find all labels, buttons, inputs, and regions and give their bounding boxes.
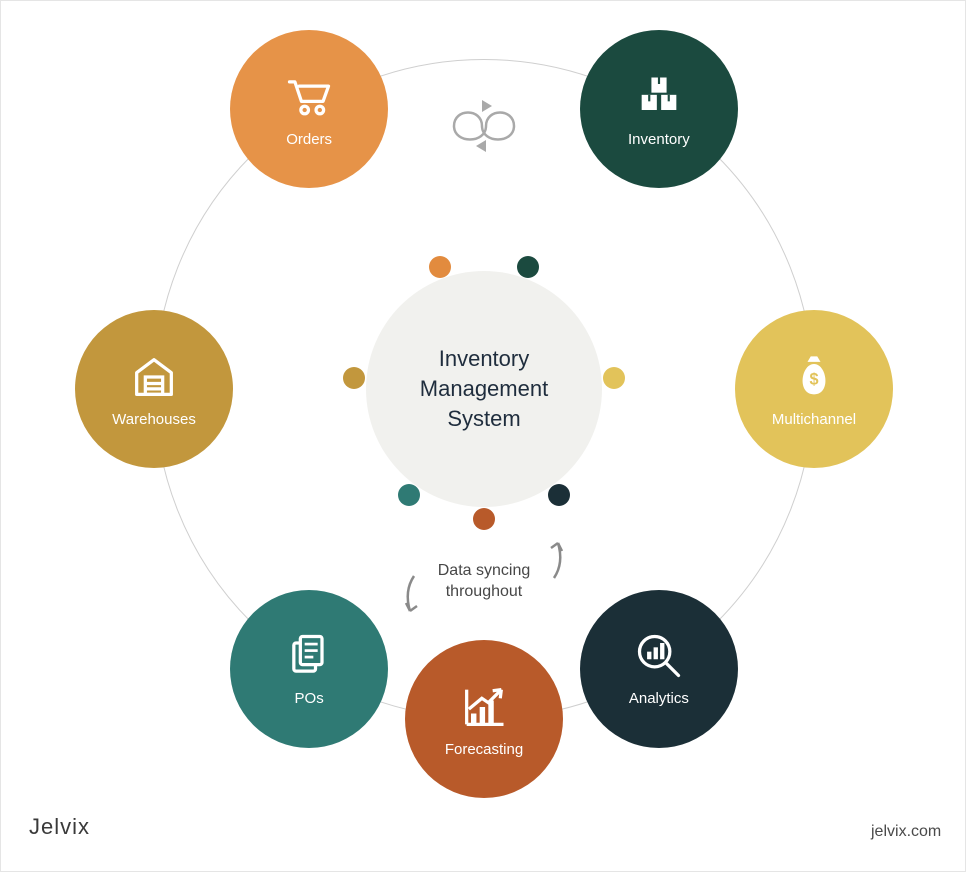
center-title: Inventory Management System (420, 344, 548, 433)
cart-icon (283, 71, 335, 123)
brand-url: jelvix.com (871, 823, 941, 841)
inner-dot (603, 367, 625, 389)
moneybag-icon: $ (788, 351, 840, 403)
node-multichannel: $ Multichannel (735, 310, 893, 468)
node-label: Orders (286, 131, 332, 148)
node-label: Forecasting (445, 741, 523, 758)
inner-dot (473, 508, 495, 530)
sync-line-1: Data syncing (414, 561, 554, 582)
center-title-line-3: System (420, 404, 548, 434)
node-inventory: Inventory (580, 30, 738, 188)
center-title-line-2: Management (420, 374, 548, 404)
node-label: Analytics (629, 690, 689, 707)
inner-dot (548, 484, 570, 506)
data-sync-label: Data syncing throughout (414, 561, 554, 603)
center-circle: Inventory Management System (366, 271, 602, 507)
svg-text:$: $ (809, 370, 818, 388)
node-analytics: Analytics (580, 590, 738, 748)
inner-dot (429, 256, 451, 278)
node-warehouses: Warehouses (75, 310, 233, 468)
node-label: Multichannel (772, 411, 856, 428)
growth-icon (458, 681, 510, 733)
node-forecasting: Forecasting (405, 640, 563, 798)
sync-arrow-down-icon (396, 571, 426, 621)
inner-dot (343, 367, 365, 389)
diagram-stage: Inventory Management System Data syncing… (1, 1, 965, 871)
sync-line-2: throughout (414, 582, 554, 603)
node-pos: POs (230, 590, 388, 748)
node-label: Inventory (628, 131, 690, 148)
sync-cycle-icon (424, 86, 544, 166)
brand-logo: Jelvix (29, 814, 90, 840)
node-label: POs (295, 690, 324, 707)
node-label: Warehouses (112, 411, 196, 428)
warehouse-icon (128, 351, 180, 403)
node-orders: Orders (230, 30, 388, 188)
boxes-icon (633, 71, 685, 123)
analytics-icon (633, 630, 685, 682)
docs-icon (283, 630, 335, 682)
sync-arrow-up-icon (542, 533, 572, 583)
center-title-line-1: Inventory (420, 344, 548, 374)
